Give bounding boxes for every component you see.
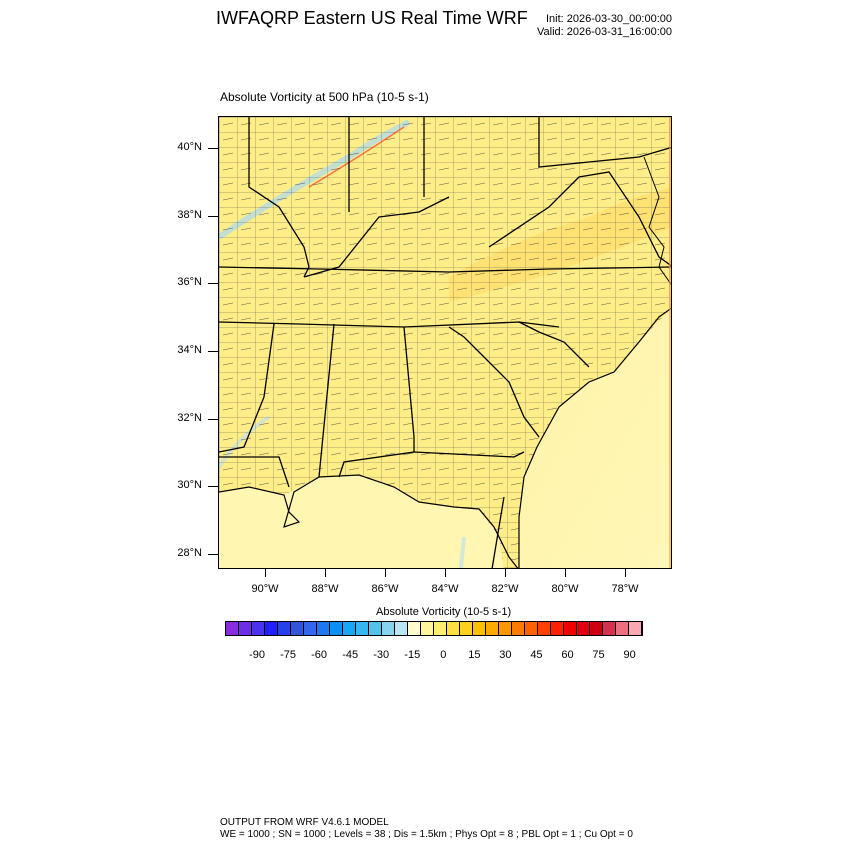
lat-label-38n: 38°N bbox=[177, 209, 202, 221]
lon-tick bbox=[505, 569, 506, 577]
lat-tick bbox=[208, 419, 218, 420]
colorbar-swatch bbox=[537, 622, 551, 635]
lat-label-28n: 28°N bbox=[177, 547, 202, 559]
lat-tick bbox=[208, 554, 218, 555]
state-boundaries bbox=[219, 117, 671, 568]
colorbar-label: 90 bbox=[623, 649, 636, 661]
colorbar-swatch bbox=[628, 622, 642, 635]
lon-label-84w: 84°W bbox=[431, 583, 459, 595]
lon-tick bbox=[565, 569, 566, 577]
init-time: Init: 2026-03-30_00:00:00 bbox=[546, 13, 672, 25]
colorbar-swatch bbox=[226, 622, 239, 635]
lon-label-78w: 78°W bbox=[611, 583, 639, 595]
boundary-edge bbox=[669, 117, 671, 568]
colorbar-swatch bbox=[446, 622, 460, 635]
colorbar-swatch bbox=[316, 622, 330, 635]
colorbar-swatch bbox=[238, 622, 252, 635]
colorbar-label: -75 bbox=[280, 649, 296, 661]
colorbar-swatch bbox=[589, 622, 603, 635]
colorbar bbox=[225, 621, 643, 636]
colorbar-swatch bbox=[355, 622, 369, 635]
colorbar-label: -45 bbox=[342, 649, 359, 661]
colorbar-swatch bbox=[550, 622, 564, 635]
run-times: Init: 2026-03-30_00:00:00 Valid: 2026-03… bbox=[537, 13, 672, 39]
colorbar-label: -30 bbox=[373, 649, 390, 661]
colorbar-swatch bbox=[602, 622, 616, 635]
colorbar-label: 0 bbox=[440, 649, 447, 661]
colorbar-swatch bbox=[563, 622, 577, 635]
colorbar-label: 45 bbox=[530, 649, 543, 661]
colorbar-label: 30 bbox=[499, 649, 512, 661]
lat-label-36n: 36°N bbox=[177, 276, 202, 288]
colorbar-swatch bbox=[407, 622, 421, 635]
model-info: OUTPUT FROM WRF V4.6.1 MODEL WE = 1000 ;… bbox=[220, 817, 633, 841]
valid-time: Valid: 2026-03-31_16:00:00 bbox=[537, 26, 672, 38]
field-title: Absolute Vorticity at 500 hPa (10-5 s-1) bbox=[220, 90, 429, 104]
colorbar-swatch bbox=[524, 622, 538, 635]
lat-tick bbox=[208, 216, 218, 217]
colorbar-swatch bbox=[576, 622, 590, 635]
colorbar-swatch bbox=[290, 622, 304, 635]
colorbar-swatch bbox=[277, 622, 291, 635]
lon-label-90w: 90°W bbox=[251, 583, 279, 595]
lat-tick bbox=[208, 283, 218, 284]
gulf-of-mexico bbox=[219, 475, 504, 568]
colorbar-swatch bbox=[381, 622, 395, 635]
lon-tick bbox=[325, 569, 326, 577]
colorbar-title: Absolute Vorticity (10-5 s-1) bbox=[376, 606, 512, 618]
lat-tick bbox=[208, 486, 218, 487]
colorbar-swatch bbox=[433, 622, 447, 635]
colorbar-swatch bbox=[303, 622, 317, 635]
lon-label-86w: 86°W bbox=[371, 583, 399, 595]
lat-label-34n: 34°N bbox=[177, 344, 202, 356]
vorticity-map bbox=[218, 116, 672, 569]
lon-tick bbox=[385, 569, 386, 577]
colorbar-swatch bbox=[368, 622, 382, 635]
county-boundaries bbox=[219, 117, 671, 568]
lat-tick bbox=[208, 351, 218, 352]
lat-label-40n: 40°N bbox=[177, 141, 202, 153]
colorbar-label: -60 bbox=[311, 649, 328, 661]
chesapeake-coast bbox=[643, 156, 671, 286]
colorbar-swatch bbox=[394, 622, 408, 635]
colorbar-swatch bbox=[511, 622, 525, 635]
map-svg bbox=[219, 117, 671, 568]
colorbar-label: 15 bbox=[468, 649, 481, 661]
colorbar-label: 75 bbox=[592, 649, 605, 661]
colorbar-swatch bbox=[342, 622, 356, 635]
colorbar-swatch bbox=[615, 622, 629, 635]
colorbar-swatch bbox=[251, 622, 265, 635]
colorbar-swatch bbox=[420, 622, 434, 635]
lon-tick bbox=[625, 569, 626, 577]
colorbar-label: 60 bbox=[561, 649, 574, 661]
colorbar-label: -90 bbox=[249, 649, 265, 661]
colorbar-swatch bbox=[264, 622, 278, 635]
atlantic-coastline bbox=[518, 307, 671, 568]
lon-label-88w: 88°W bbox=[311, 583, 339, 595]
gulf-coastline bbox=[219, 474, 519, 568]
lon-tick bbox=[445, 569, 446, 577]
lat-label-30n: 30°N bbox=[177, 479, 202, 491]
lat-tick bbox=[208, 148, 218, 149]
lat-label-32n: 32°N bbox=[177, 412, 202, 424]
colorbar-swatch bbox=[459, 622, 473, 635]
colorbar-swatch bbox=[498, 622, 512, 635]
page-title: IWFAQRP Eastern US Real Time WRF bbox=[216, 8, 528, 28]
colorbar-label: -15 bbox=[404, 649, 421, 661]
atlantic-ocean bbox=[519, 309, 671, 568]
negative-streak-florida bbox=[458, 536, 466, 568]
model-info-line2: WE = 1000 ; SN = 1000 ; Levels = 38 ; Di… bbox=[220, 829, 633, 840]
lon-tick bbox=[265, 569, 266, 577]
colorbar-swatch bbox=[329, 622, 343, 635]
model-info-line1: OUTPUT FROM WRF V4.6.1 MODEL bbox=[220, 817, 389, 828]
colorbar-swatch bbox=[485, 622, 499, 635]
colorbar-swatch bbox=[472, 622, 486, 635]
lon-label-82w: 82°W bbox=[491, 583, 519, 595]
lon-label-80w: 80°W bbox=[551, 583, 579, 595]
